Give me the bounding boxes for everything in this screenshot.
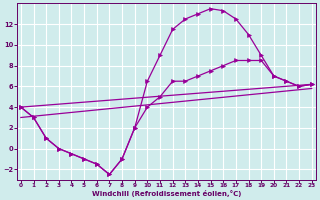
X-axis label: Windchill (Refroidissement éolien,°C): Windchill (Refroidissement éolien,°C) [92, 190, 241, 197]
